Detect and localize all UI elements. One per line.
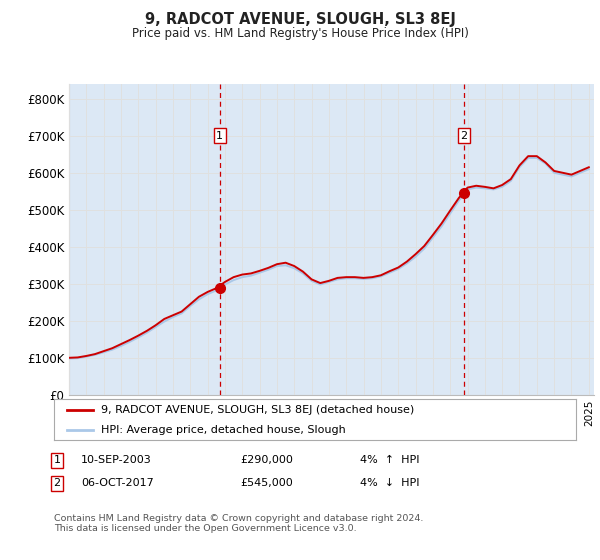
Text: 2: 2 [460, 131, 467, 141]
Text: Contains HM Land Registry data © Crown copyright and database right 2024.
This d: Contains HM Land Registry data © Crown c… [54, 514, 424, 534]
Text: HPI: Average price, detached house, Slough: HPI: Average price, detached house, Slou… [101, 426, 346, 435]
Text: 1: 1 [53, 455, 61, 465]
Text: 4%  ↓  HPI: 4% ↓ HPI [360, 478, 419, 488]
Text: 2: 2 [53, 478, 61, 488]
Text: 1: 1 [216, 131, 223, 141]
Text: 4%  ↑  HPI: 4% ↑ HPI [360, 455, 419, 465]
Text: Price paid vs. HM Land Registry's House Price Index (HPI): Price paid vs. HM Land Registry's House … [131, 27, 469, 40]
Text: 9, RADCOT AVENUE, SLOUGH, SL3 8EJ: 9, RADCOT AVENUE, SLOUGH, SL3 8EJ [145, 12, 455, 27]
Text: £290,000: £290,000 [240, 455, 293, 465]
Text: 10-SEP-2003: 10-SEP-2003 [81, 455, 152, 465]
Text: £545,000: £545,000 [240, 478, 293, 488]
Text: 06-OCT-2017: 06-OCT-2017 [81, 478, 154, 488]
Text: 9, RADCOT AVENUE, SLOUGH, SL3 8EJ (detached house): 9, RADCOT AVENUE, SLOUGH, SL3 8EJ (detac… [101, 405, 414, 415]
